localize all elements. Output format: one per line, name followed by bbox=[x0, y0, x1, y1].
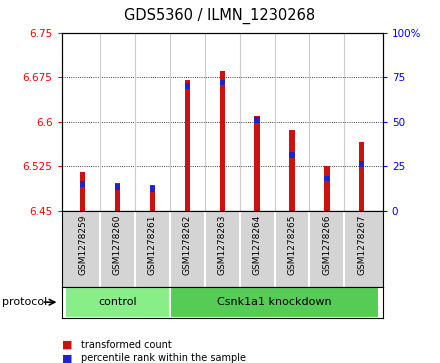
Text: GSM1278261: GSM1278261 bbox=[148, 214, 157, 275]
Text: ■: ■ bbox=[62, 353, 72, 363]
Bar bbox=[290, 152, 295, 158]
Text: GSM1278264: GSM1278264 bbox=[253, 214, 262, 275]
Bar bbox=[80, 181, 85, 187]
Text: GSM1278266: GSM1278266 bbox=[323, 214, 331, 275]
Bar bbox=[170, 287, 379, 318]
Text: protocol: protocol bbox=[2, 297, 48, 307]
Bar bbox=[115, 183, 120, 211]
Bar bbox=[80, 172, 85, 211]
Bar bbox=[65, 287, 170, 318]
Text: Csnk1a1 knockdown: Csnk1a1 knockdown bbox=[217, 297, 332, 307]
Bar bbox=[220, 79, 225, 85]
Bar bbox=[185, 83, 190, 89]
Text: percentile rank within the sample: percentile rank within the sample bbox=[81, 353, 246, 363]
Text: control: control bbox=[98, 297, 137, 307]
Text: ■: ■ bbox=[62, 340, 72, 350]
Bar bbox=[324, 176, 330, 182]
Bar bbox=[290, 131, 295, 211]
Text: GSM1278259: GSM1278259 bbox=[78, 214, 87, 275]
Text: transformed count: transformed count bbox=[81, 340, 172, 350]
Text: GSM1278265: GSM1278265 bbox=[287, 214, 297, 275]
Bar bbox=[324, 166, 330, 211]
Bar bbox=[254, 117, 260, 123]
Text: GSM1278260: GSM1278260 bbox=[113, 214, 122, 275]
Bar bbox=[150, 185, 155, 211]
Bar bbox=[220, 71, 225, 211]
Bar bbox=[115, 184, 120, 190]
Bar bbox=[150, 186, 155, 192]
Text: GDS5360 / ILMN_1230268: GDS5360 / ILMN_1230268 bbox=[125, 8, 315, 24]
Text: GSM1278267: GSM1278267 bbox=[357, 214, 367, 275]
Bar bbox=[185, 80, 190, 211]
Bar bbox=[254, 116, 260, 211]
Text: GSM1278262: GSM1278262 bbox=[183, 214, 192, 275]
Bar bbox=[359, 161, 364, 167]
Text: GSM1278263: GSM1278263 bbox=[218, 214, 227, 275]
Bar bbox=[359, 142, 364, 211]
